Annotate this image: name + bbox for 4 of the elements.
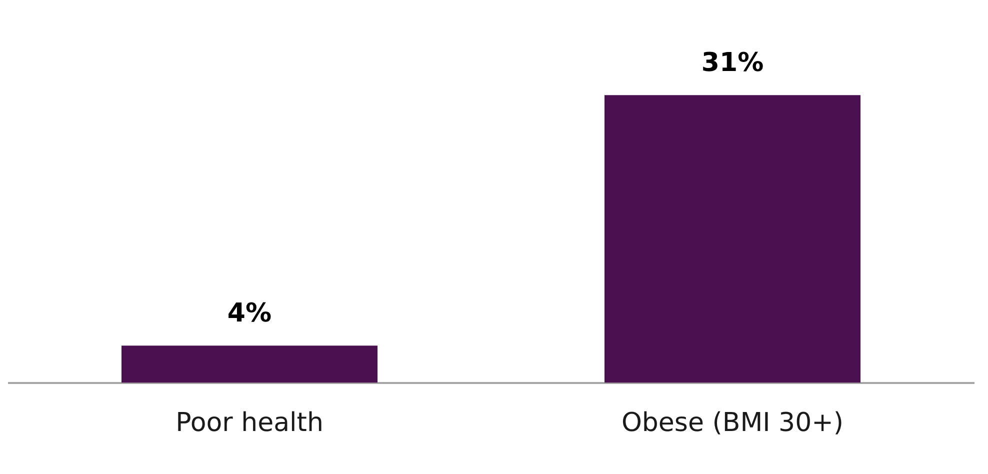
x-tick-label: Poor health [176, 408, 324, 438]
x-tick-label: Obese (BMI 30+) [621, 408, 844, 438]
data-label: 31% [701, 48, 764, 78]
data-label: 4% [227, 298, 272, 328]
